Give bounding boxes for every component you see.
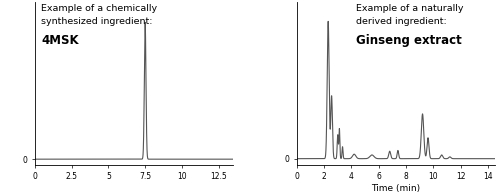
Text: Ginseng extract: Ginseng extract: [356, 34, 462, 47]
Text: derived ingredient:: derived ingredient:: [356, 17, 447, 26]
Text: Example of a chemically: Example of a chemically: [41, 4, 157, 13]
Text: 4MSK: 4MSK: [41, 34, 78, 47]
X-axis label: Time (min): Time (min): [372, 184, 420, 193]
Text: synthesized ingredient:: synthesized ingredient:: [41, 17, 152, 26]
Text: Example of a naturally: Example of a naturally: [356, 4, 464, 13]
